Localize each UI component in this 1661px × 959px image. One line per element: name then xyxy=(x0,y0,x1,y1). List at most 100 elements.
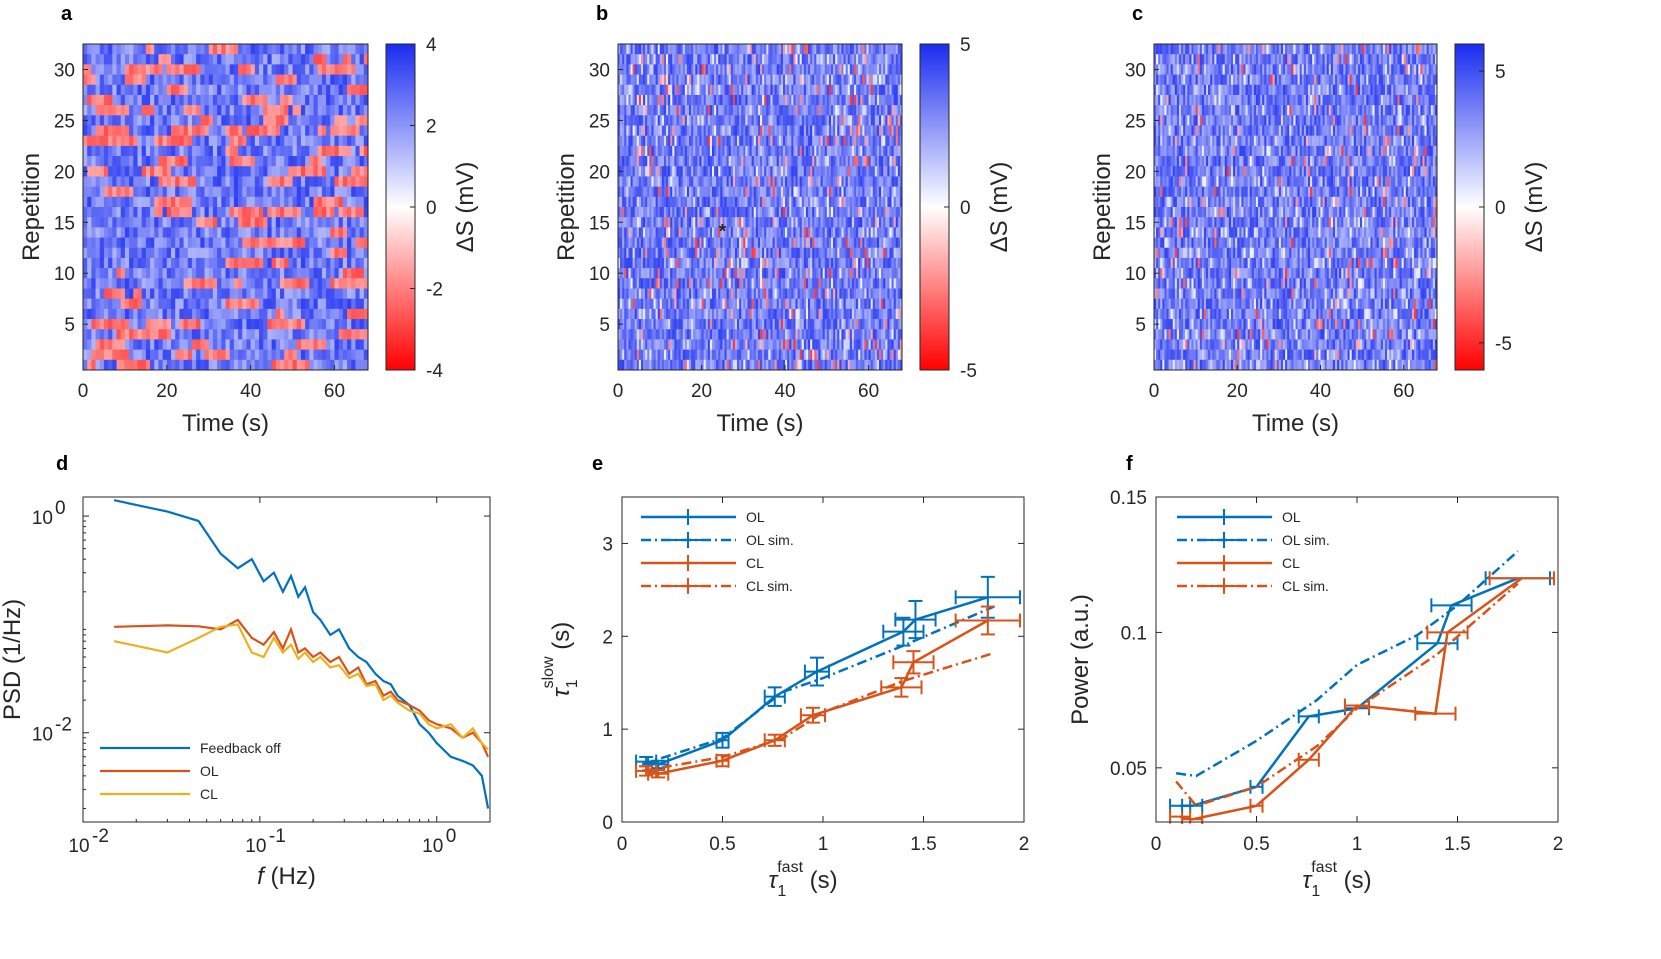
heatmap-cell xyxy=(724,64,727,75)
heatmap-cell xyxy=(225,247,231,259)
heatmap-cell xyxy=(887,156,890,167)
heatmap-cell xyxy=(803,156,807,167)
heatmap-cell xyxy=(204,349,210,361)
heatmap-cell xyxy=(747,64,750,75)
heatmap-cell xyxy=(718,44,721,55)
heatmap-cell xyxy=(288,156,293,167)
heatmap-cell xyxy=(250,156,256,167)
heatmap-cell xyxy=(787,74,790,86)
heatmap-cell xyxy=(196,176,201,188)
heatmap-cell xyxy=(279,339,285,351)
heatmap-cell xyxy=(208,94,214,106)
heatmap-cell xyxy=(787,227,790,238)
heatmap-cell xyxy=(647,217,650,228)
heatmap-cell xyxy=(233,135,239,147)
heatmap-cell xyxy=(242,227,247,238)
heatmap-cell xyxy=(630,176,634,188)
heatmap-cell xyxy=(839,74,842,86)
heatmap-cell xyxy=(849,54,853,65)
heatmap-cell xyxy=(359,135,365,147)
heatmap-cell xyxy=(292,94,298,106)
heatmap-cell xyxy=(824,145,828,157)
heatmap-cell xyxy=(334,54,340,65)
heatmap-cell xyxy=(860,135,863,147)
heatmap-cell xyxy=(891,105,895,116)
heatmap-cell xyxy=(868,227,872,238)
heatmap-cell xyxy=(91,237,96,249)
heatmap-cell xyxy=(238,94,243,106)
heatmap-cell xyxy=(789,44,792,55)
heatmap-cell xyxy=(668,115,671,126)
heatmap-cell xyxy=(175,54,180,65)
heatmap-cell xyxy=(724,196,727,208)
heatmap-cell xyxy=(663,176,667,188)
heatmap-cell xyxy=(640,74,644,86)
heatmap-cell xyxy=(120,186,126,198)
heatmap-cell xyxy=(899,237,903,249)
heatmap-cell xyxy=(672,247,675,259)
heatmap-cell xyxy=(766,217,769,228)
heatmap-cell xyxy=(714,74,717,86)
heatmap-cell xyxy=(843,115,847,126)
heatmap-cell xyxy=(805,237,809,249)
heatmap-cell xyxy=(645,94,648,106)
heatmap-cell xyxy=(254,105,260,116)
heatmap-cell xyxy=(116,135,122,147)
heatmap-cell xyxy=(810,135,813,147)
heatmap-cell xyxy=(895,44,899,55)
heatmap-cell xyxy=(770,196,773,208)
heatmap-cell xyxy=(668,94,671,106)
heatmap-cell xyxy=(246,298,252,310)
heatmap-cell xyxy=(292,64,298,75)
heatmap-cell xyxy=(879,176,882,188)
heatmap-cell xyxy=(342,105,348,116)
heatmap-cell xyxy=(870,105,874,116)
heatmap-cell xyxy=(124,308,130,320)
heatmap-cell xyxy=(112,166,117,177)
heatmap-cell xyxy=(250,84,256,96)
heatmap-cell xyxy=(897,105,901,116)
heatmap-cell xyxy=(864,74,867,86)
heatmap-cell xyxy=(112,196,117,208)
heatmap-cell xyxy=(634,105,638,116)
heatmap-cell xyxy=(626,186,629,198)
heatmap-cell xyxy=(183,278,189,289)
heatmap-cell xyxy=(638,207,642,218)
heatmap-cell xyxy=(868,176,872,188)
heatmap-cell xyxy=(753,186,757,198)
heatmap-cell xyxy=(99,94,105,106)
heatmap-cell xyxy=(653,217,656,228)
heatmap-cell xyxy=(259,115,264,126)
heatmap-cell xyxy=(334,94,340,106)
heatmap-cell xyxy=(120,349,126,361)
heatmap-cell xyxy=(820,145,824,157)
heatmap-cell xyxy=(292,288,298,300)
heatmap-cell xyxy=(108,339,113,351)
heatmap-cell xyxy=(893,176,897,188)
heatmap-cell xyxy=(217,319,222,330)
heatmap-cell xyxy=(141,227,147,238)
heatmap-cell xyxy=(83,339,88,351)
heatmap-cell xyxy=(108,105,113,116)
heatmap-cell xyxy=(359,268,365,279)
heatmap-cell xyxy=(676,105,679,116)
heatmap-cell xyxy=(99,44,105,55)
heatmap-cell xyxy=(734,237,738,249)
heatmap-cell xyxy=(651,125,654,137)
heatmap-cell xyxy=(718,217,721,228)
heatmap-cell xyxy=(636,237,640,249)
heatmap-cell xyxy=(137,186,143,198)
heatmap-cells xyxy=(83,44,369,371)
heatmap-cell xyxy=(296,156,302,167)
heatmap-cell xyxy=(870,145,874,157)
heatmap-cell xyxy=(876,125,880,137)
heatmap-cell xyxy=(103,156,109,167)
heatmap-cell xyxy=(133,125,138,137)
heatmap-cell xyxy=(703,135,707,147)
heatmap-cell xyxy=(701,247,705,259)
heatmap-cell xyxy=(309,125,314,137)
heatmap-cell xyxy=(645,237,648,249)
heatmap-cell xyxy=(797,94,801,106)
heatmap-cell xyxy=(872,105,876,116)
heatmap-cell xyxy=(317,339,323,351)
